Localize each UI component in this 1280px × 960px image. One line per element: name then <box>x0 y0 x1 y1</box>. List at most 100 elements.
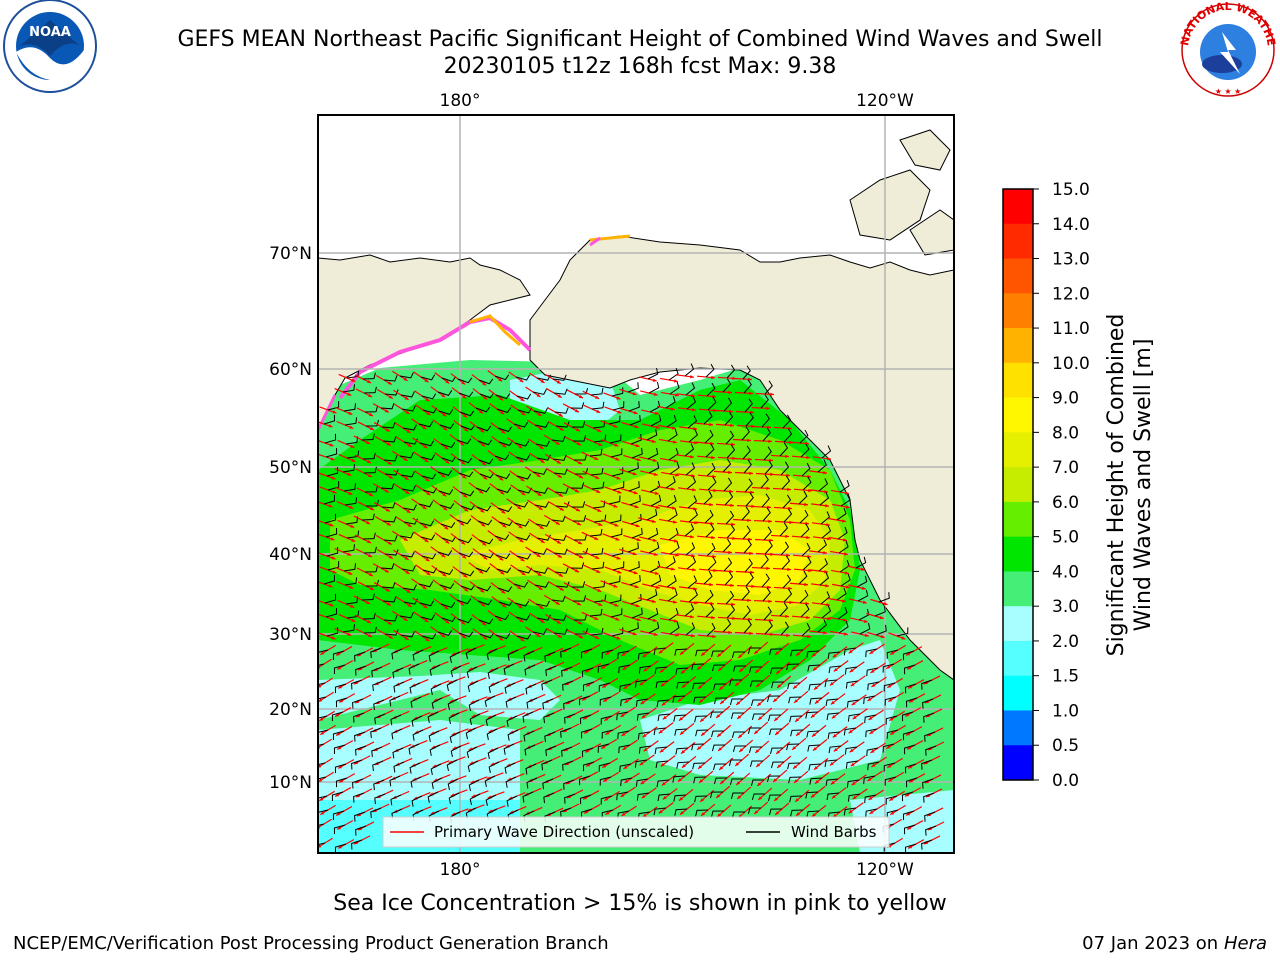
vector-glyph <box>601 644 622 659</box>
colorbar-tick-label: 0.5 <box>1052 736 1079 756</box>
vector-glyph <box>620 401 640 415</box>
vector-glyph <box>843 722 864 736</box>
vector-glyph <box>810 492 830 508</box>
vector-glyph <box>639 367 659 382</box>
vector-glyph <box>902 646 923 661</box>
vector-glyph <box>825 773 846 787</box>
vector-glyph <box>616 786 636 801</box>
vector-glyph <box>716 430 736 447</box>
vector-glyph <box>412 646 432 661</box>
vector-glyph <box>446 676 466 692</box>
vector-glyph <box>410 693 430 708</box>
vector-glyph <box>639 447 659 462</box>
vector-glyph <box>921 835 941 850</box>
vector-glyph <box>374 516 397 526</box>
vector-glyph <box>638 589 658 603</box>
vector-glyph <box>638 740 659 754</box>
vector-glyph <box>769 741 791 755</box>
colorbar-segment <box>1003 189 1033 225</box>
vector-glyph <box>487 744 507 759</box>
vector-glyph <box>710 804 732 818</box>
vector-glyph <box>770 675 792 689</box>
vector-glyph <box>528 598 550 610</box>
vector-glyph <box>673 708 694 722</box>
vector-glyph <box>466 743 486 759</box>
vector-glyph <box>412 517 435 529</box>
vector-glyph <box>710 644 732 658</box>
vector-glyph <box>566 468 589 479</box>
vector-glyph <box>787 676 808 690</box>
vector-glyph <box>506 578 529 590</box>
vector-glyph <box>805 785 826 799</box>
vector-glyph <box>752 413 772 429</box>
vector-glyph <box>678 415 698 431</box>
vector-glyph <box>676 755 697 769</box>
colorbar-segment <box>1003 501 1033 538</box>
lat-label-70n: 70°N <box>269 244 312 264</box>
vector-glyph <box>844 661 865 675</box>
vector-glyph <box>373 775 393 791</box>
vector-glyph <box>489 403 512 415</box>
vector-glyph <box>692 756 713 770</box>
vector-glyph <box>560 723 580 738</box>
vector-glyph <box>452 566 475 578</box>
vector-glyph <box>793 476 813 493</box>
vector-glyph <box>318 467 339 480</box>
arctic-ocean <box>460 115 954 248</box>
vector-glyph <box>602 608 623 621</box>
vector-glyph <box>922 694 942 709</box>
vector-glyph <box>676 675 697 689</box>
vector-glyph <box>583 561 605 574</box>
vector-glyph <box>372 756 392 772</box>
vector-glyph <box>634 754 655 768</box>
vector-glyph <box>446 756 466 772</box>
vector-glyph <box>604 561 625 574</box>
vector-glyph <box>770 522 790 539</box>
vector-glyph <box>352 774 372 789</box>
colorbar-segment <box>1003 293 1033 329</box>
vector-glyph <box>467 757 487 773</box>
vector-glyph <box>789 570 809 587</box>
vector-glyph <box>392 450 414 462</box>
vector-glyph <box>431 405 454 417</box>
vector-glyph <box>790 643 811 657</box>
vector-glyph <box>431 485 454 497</box>
vector-glyph <box>768 802 790 816</box>
vector-glyph <box>603 467 624 480</box>
lat-label-30n: 30°N <box>269 625 312 645</box>
vector-glyph <box>487 610 510 622</box>
vector-glyph <box>692 676 713 690</box>
vector-glyph <box>526 405 548 417</box>
vector-glyph <box>371 742 391 758</box>
vector-glyph <box>505 773 525 788</box>
vector-glyph <box>582 467 604 480</box>
vector-glyph <box>526 565 548 577</box>
colorbar-tick-label: 14.0 <box>1052 215 1090 235</box>
vector-glyph <box>352 694 372 709</box>
colorbar-segment <box>1003 223 1033 260</box>
vector-glyph <box>903 820 924 835</box>
vector-glyph <box>331 787 352 802</box>
vector-glyph <box>546 566 569 578</box>
vector-glyph <box>372 676 392 692</box>
vector-glyph <box>657 556 676 571</box>
vector-glyph <box>545 627 568 639</box>
vector-glyph <box>580 644 601 659</box>
vector-glyph <box>413 611 436 623</box>
colorbar-tick-label: 6.0 <box>1052 493 1079 513</box>
vector-glyph <box>505 693 525 708</box>
vector-glyph <box>715 411 735 428</box>
vector-glyph <box>376 628 399 640</box>
vector-glyph <box>545 741 565 757</box>
graticule <box>318 115 954 853</box>
vector-glyph <box>637 646 658 660</box>
vector-glyph <box>524 660 544 676</box>
vector-glyph <box>581 448 603 461</box>
land-arctic-island-2b <box>899 129 951 171</box>
vector-glyph <box>883 757 904 772</box>
vector-glyph <box>390 710 410 726</box>
page-title: GEFS MEAN Northeast Pacific Significant … <box>177 27 1103 52</box>
vector-glyph <box>640 621 660 636</box>
vector-glyph <box>469 421 492 433</box>
vector-glyph <box>883 677 904 692</box>
